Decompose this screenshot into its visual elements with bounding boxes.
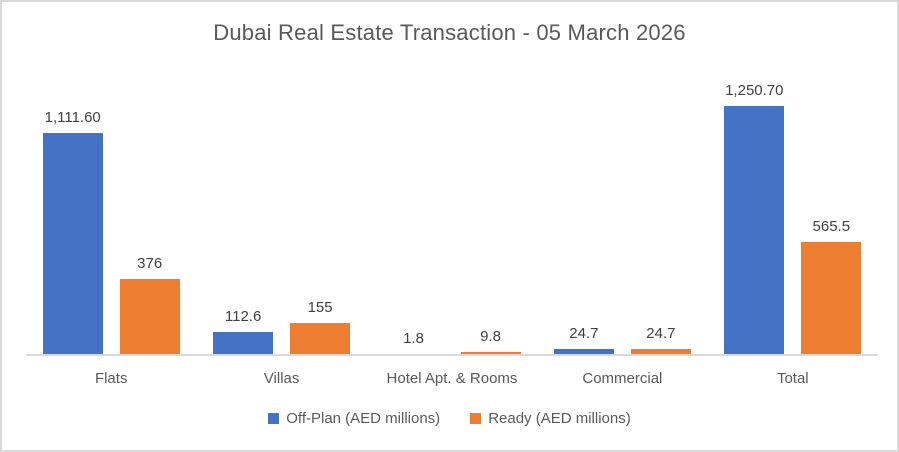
x-axis-line xyxy=(26,354,878,356)
category-axis: Flats Villas Hotel Apt. & Rooms Commercial T… xyxy=(26,370,878,392)
bar-offplan-2 xyxy=(213,331,274,354)
category-label-1: Flats xyxy=(94,370,128,387)
data-label-offplan-2: 112.6 xyxy=(224,307,262,325)
chart-title: Dubai Real Estate Transaction - 05 March… xyxy=(213,20,686,45)
legend: Off-Plan (AED millions) Ready (AED milli… xyxy=(2,410,897,427)
category-label-3: Hotel Apt. & Rooms xyxy=(386,370,518,387)
bar-offplan-4 xyxy=(553,349,614,354)
category-label-5: Total xyxy=(776,370,809,387)
bar-offplan-1 xyxy=(42,133,103,354)
data-label-offplan-1: 1,111.60 xyxy=(44,109,101,127)
data-label-offplan-3: 1.8 xyxy=(403,329,424,347)
bar-ready-1 xyxy=(119,279,180,354)
legend-item-ready: Ready (AED millions) xyxy=(470,410,631,427)
category-label-4: Commercial xyxy=(582,370,663,387)
data-label-offplan-5: 1,250.70 xyxy=(725,81,784,99)
data-label-ready-2: 155 xyxy=(307,299,333,317)
data-label-ready-1: 376 xyxy=(137,255,163,273)
bar-offplan-5 xyxy=(724,105,785,354)
legend-label-ready: Ready (AED millions) xyxy=(488,410,631,427)
data-label-offplan-4: 24.7 xyxy=(569,325,599,343)
ready-swatch-icon xyxy=(470,413,482,424)
plot-area: 1,111.60 376 112.6 155 1.8 9.8 24.7 24.7 1,250.7… xyxy=(26,76,878,354)
bar-ready-5 xyxy=(801,241,862,354)
offplan-swatch-icon xyxy=(268,413,280,424)
data-label-ready-4: 24.7 xyxy=(646,325,676,343)
bar-ready-4 xyxy=(630,349,691,354)
data-label-ready-3: 9.8 xyxy=(480,328,501,346)
legend-item-offplan: Off-Plan (AED millions) xyxy=(268,410,440,427)
data-label-ready-5: 565.5 xyxy=(812,217,851,235)
bar-ready-3 xyxy=(460,352,521,354)
bar-ready-2 xyxy=(290,323,351,354)
category-label-2: Villas xyxy=(263,370,300,387)
legend-label-offplan: Off-Plan (AED millions) xyxy=(286,410,441,427)
